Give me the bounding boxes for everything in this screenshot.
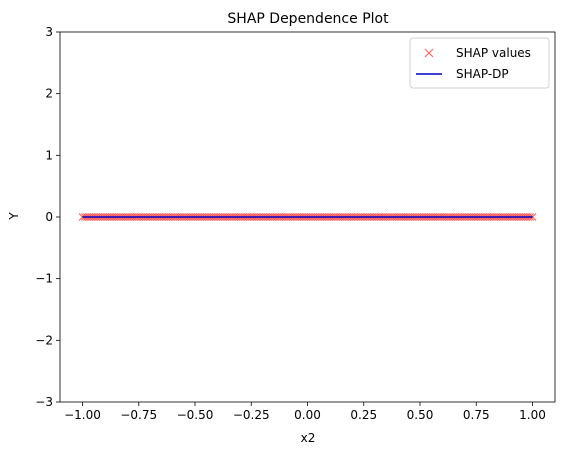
x-tick-label: 0.25 [350,408,377,422]
x-tick-label: −0.25 [233,408,270,422]
legend-entry-label: SHAP-DP [456,67,509,81]
x-tick-label: 0.50 [407,408,434,422]
legend: SHAP values SHAP-DP [409,37,550,89]
x-tick-label: −1.00 [64,408,101,422]
plot-area [59,31,556,403]
x-tick-label: 0.75 [463,408,490,422]
legend-box [409,37,550,89]
x-axis-label: x2 [301,431,316,445]
y-axis: −3 −2 −1 0 1 2 3 [35,25,60,409]
y-tick-label: −1 [35,272,53,286]
y-tick-label: 0 [45,210,53,224]
y-tick-label: 2 [45,87,53,101]
y-axis-label: Y [7,212,21,221]
x-tick-label: −0.75 [120,408,157,422]
y-tick-label: −2 [35,333,53,347]
x-tick-label: −0.50 [177,408,214,422]
chart-title: SHAP Dependence Plot [227,11,389,27]
y-tick-label: 1 [45,148,53,162]
y-tick-label: −3 [35,395,53,409]
y-tick-label: 3 [45,25,53,39]
x-axis: −1.00 −0.75 −0.50 −0.25 0.00 0.25 0.50 0.75 1.00 [64,402,546,422]
x-tick-label: 0.00 [294,408,321,422]
legend-marker-x [424,48,434,58]
x-tick-label: 1.00 [519,408,546,422]
legend-entry-label: SHAP values [456,46,531,60]
